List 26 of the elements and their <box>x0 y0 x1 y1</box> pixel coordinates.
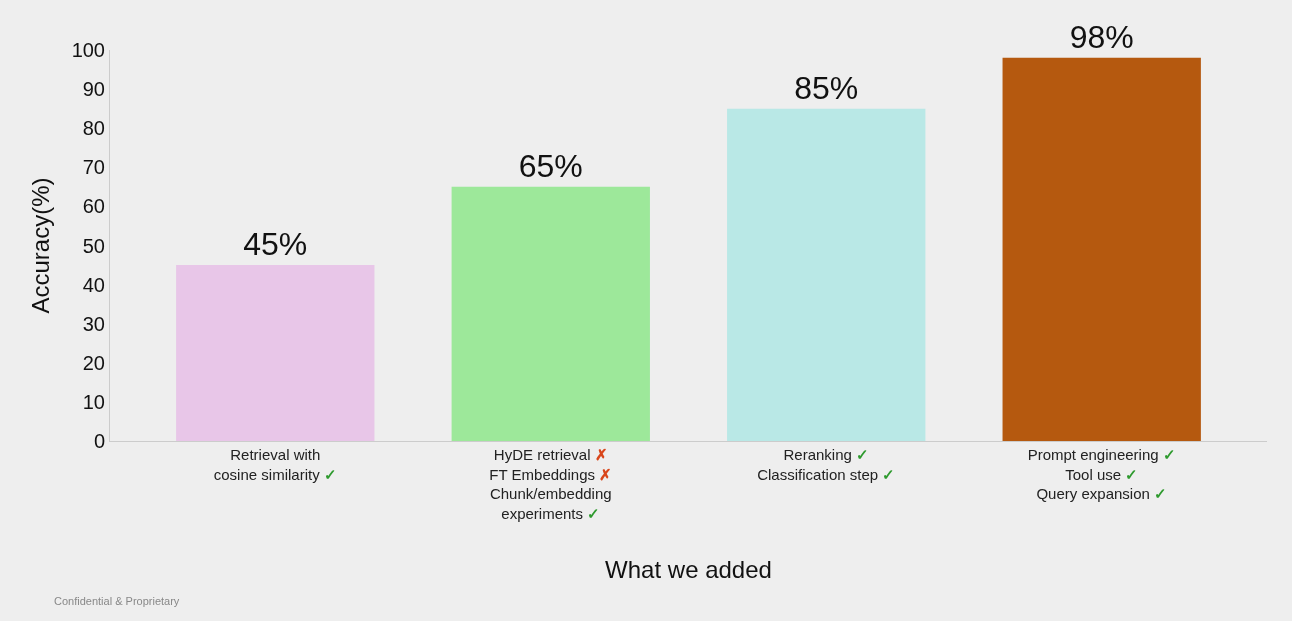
x-tick-label: HyDE retrieval ✗ FT Embeddings ✗ Chunk/embedding experiments ✓ <box>489 446 613 522</box>
y-tick-label: 40 <box>82 273 105 296</box>
y-axis-title: Accuracy(%) <box>26 177 54 314</box>
category-label: Prompt engineering ✓ Tool use ✓ Query expansion ✓ <box>1027 446 1176 502</box>
data-label: 45% <box>243 226 308 263</box>
x-axis-title: What we added <box>605 555 772 583</box>
bar <box>451 186 650 441</box>
data-label: 65% <box>518 147 583 184</box>
y-tick-label: 100 <box>71 39 105 61</box>
bar <box>1002 57 1201 441</box>
y-tick-label: 80 <box>82 117 105 140</box>
y-tick-label: 90 <box>82 78 105 101</box>
x-tick-label: Reranking ✓ Classification step ✓ <box>757 446 896 483</box>
data-label: 98% <box>1069 18 1134 55</box>
text: Confidential & Proprietary <box>54 595 180 607</box>
bar <box>727 108 926 441</box>
y-tick-label: 20 <box>82 351 105 374</box>
y-tick-label: 60 <box>82 195 105 218</box>
y-tick-label: 30 <box>82 312 105 335</box>
y-tick-label: 10 <box>82 390 105 413</box>
y-tick-label: 70 <box>82 156 105 179</box>
y-tick-label: 0 <box>93 430 105 452</box>
x-tick-label: Retrieval with cosine similarity ✓ <box>213 446 337 483</box>
bar <box>176 265 375 441</box>
data-label: 85% <box>794 69 859 106</box>
y-tick-label: 50 <box>82 234 105 257</box>
